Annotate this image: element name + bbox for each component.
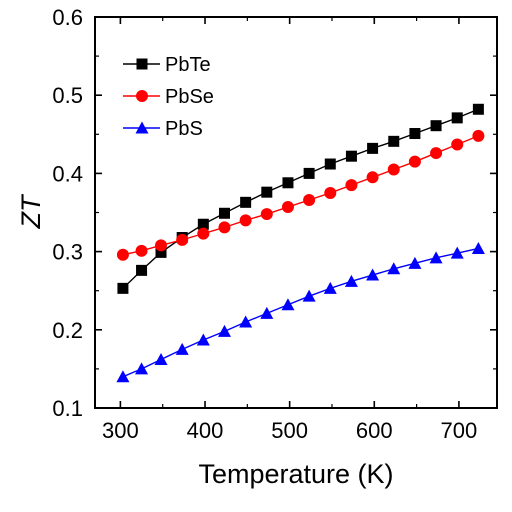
data-point-pbte [388,135,400,147]
data-point-pbs [323,281,337,294]
data-point-pbs [450,246,464,259]
y-tick-label: 0.1 [52,396,83,421]
data-point-pbte [345,150,357,162]
data-point-pbte [218,207,230,219]
data-point-pbte [117,282,129,294]
data-point-pbse [472,129,485,142]
axes: 300 400 500 600 700 0.1 0.2 0.3 0.4 0.5 0.6 [52,5,497,443]
data-point-pbte [451,112,463,124]
series-line-pbs [122,247,479,378]
x-tick-label: 400 [187,418,224,443]
y-tick-label: 0.3 [52,240,83,265]
data-point-pbse [116,248,129,261]
data-point-pbse [176,233,189,246]
legend-label-pbse: PbSe [165,86,214,108]
legend-marker-pbs [135,121,149,134]
x-tick-label: 500 [271,418,308,443]
data-point-pbte [261,186,273,198]
data-point-pbs [429,251,443,264]
data-point-pbse [430,147,443,160]
data-point-pbte [409,128,421,140]
data-point-pbse [345,179,358,192]
data-point-pbte [303,167,315,179]
data-point-pbs [239,315,253,328]
data-point-pbse [451,138,464,151]
legend: PbTe PbSe PbS [123,54,214,140]
data-point-pbte [367,142,379,154]
y-tick-label: 0.4 [52,161,83,186]
data-point-pbs [302,289,316,302]
y-axis-title: ZT [16,193,46,229]
data-point-pbse [324,186,337,199]
data-point-pbs [344,274,358,287]
data-point-pbs [154,353,168,366]
data-point-pbte [240,196,252,208]
data-point-pbse [303,193,316,206]
data-point-pbs [116,370,130,383]
data-point-pbs [135,362,149,375]
data-point-pbte [324,158,336,170]
data-point-pbse [239,214,252,227]
data-point-pbse [135,244,148,257]
legend-label-pbte: PbTe [165,54,211,76]
data-point-pbs [471,241,485,254]
data-point-pbse [366,171,379,184]
data-point-pbte [282,177,294,189]
series-line-pbse [122,135,479,256]
data-point-pbs [217,324,231,337]
x-axis-title: Temperature (K) [198,459,393,489]
data-point-pbs [408,256,422,269]
data-point-pbse [408,155,421,168]
data-point-pbte [136,264,148,276]
data-point-pbte [197,218,209,230]
data-point-pbse [281,201,294,214]
data-point-pbse [197,227,210,240]
data-point-pbs [281,298,295,311]
x-tick-label: 300 [102,418,139,443]
data-point-pbse [155,239,168,252]
data-point-pbse [218,221,231,234]
data-point-pbse [260,208,273,221]
data-point-pbs [260,306,274,319]
data-point-pbs [196,333,210,346]
legend-marker-pbse [136,90,148,102]
legend-marker-pbte [136,58,148,70]
y-tick-label: 0.5 [52,83,83,108]
data-point-pbs [387,262,401,275]
data-point-pbte [155,246,167,258]
y-tick-label: 0.6 [52,5,83,30]
data-point-pbte [430,120,442,132]
y-tick-label: 0.2 [52,318,83,343]
data-point-pbte [472,103,484,115]
plot-frame [94,16,498,409]
plot-area [116,103,485,383]
data-point-pbse [387,163,400,176]
data-point-pbs [175,342,189,355]
legend-label-pbs: PbS [165,118,203,140]
x-tick-label: 700 [441,418,478,443]
x-tick-label: 600 [356,418,393,443]
data-point-pbs [366,268,380,281]
